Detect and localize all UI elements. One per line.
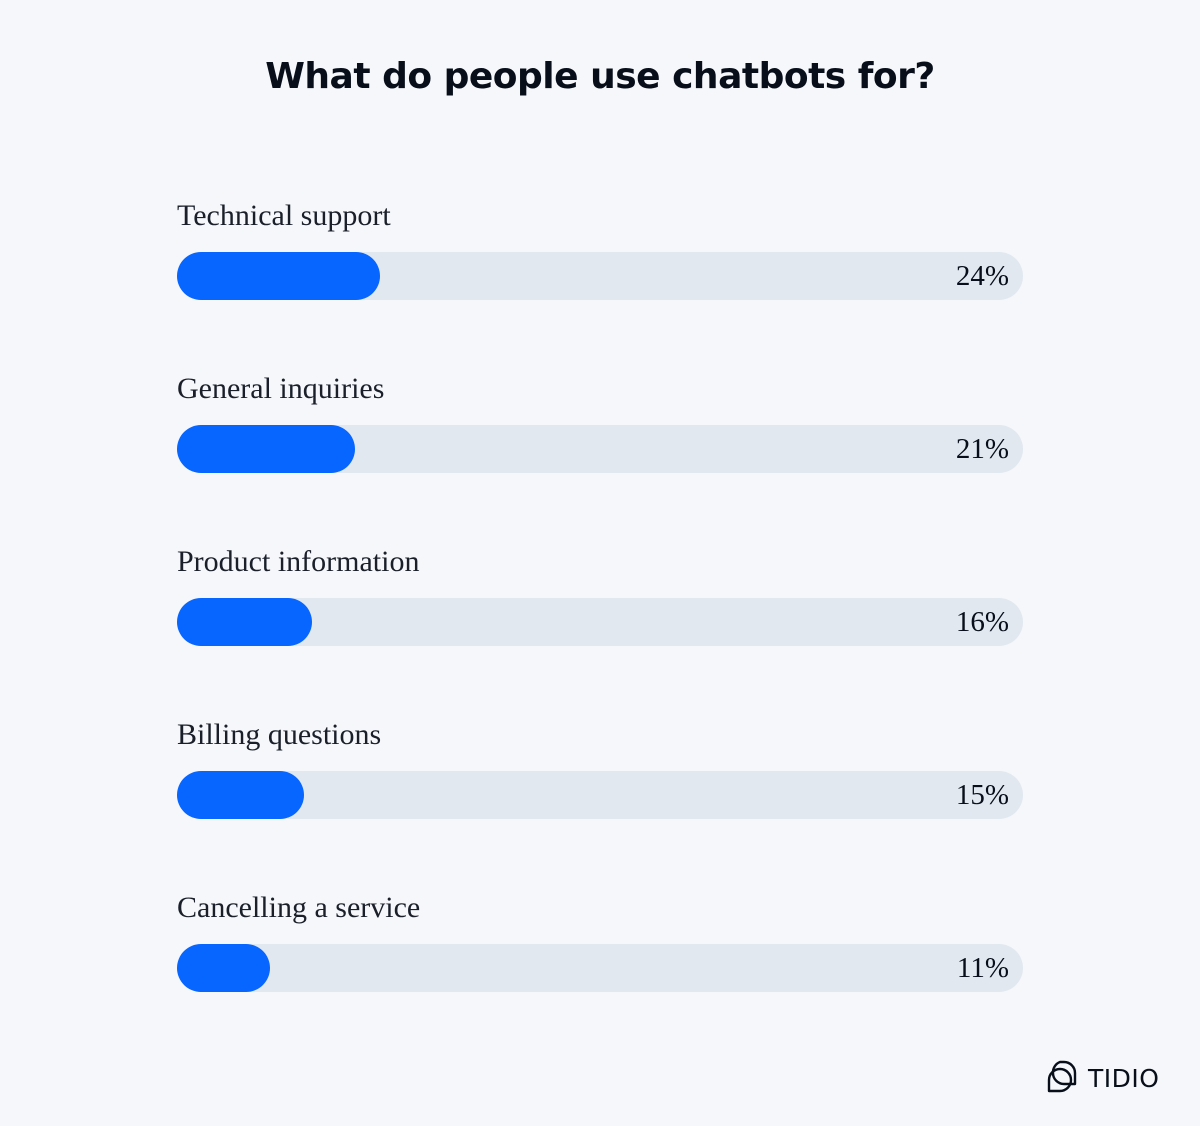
bar-value: 21% <box>955 433 1009 465</box>
bar-fill <box>177 425 355 473</box>
chart-title: What do people use chatbots for? <box>265 56 935 97</box>
bar-value: 11% <box>956 952 1009 984</box>
bar-label: Technical support <box>177 199 391 232</box>
brand-logo: TIDIO <box>1046 1058 1159 1099</box>
brand-name: TIDIO <box>1088 1064 1160 1093</box>
bar-label: Cancelling a service <box>177 891 421 924</box>
bar-track: 11% <box>177 944 1023 992</box>
bar-value: 24% <box>955 260 1009 292</box>
bar-fill <box>177 252 381 300</box>
bar-label: General inquiries <box>177 372 385 405</box>
bar-label: Billing questions <box>177 718 382 751</box>
bar-track: 21% <box>177 425 1023 473</box>
bar-value: 15% <box>955 779 1009 811</box>
tidio-logo-icon <box>1046 1058 1082 1099</box>
bar-row: Technical support 24% <box>177 194 1023 367</box>
bar-track: 16% <box>177 598 1023 646</box>
bar-fill <box>177 944 271 992</box>
bar-fill <box>177 598 313 646</box>
bar-track: 24% <box>177 252 1023 300</box>
bar-chart: Technical support 24% General inquiries … <box>177 194 1023 1059</box>
bar-row: Cancelling a service 11% <box>177 886 1023 1059</box>
bar-row: Product information 16% <box>177 540 1023 713</box>
bar-row: Billing questions 15% <box>177 713 1023 886</box>
bar-label: Product information <box>177 545 420 578</box>
bar-value: 16% <box>955 606 1009 638</box>
bar-row: General inquiries 21% <box>177 367 1023 540</box>
bar-track: 15% <box>177 771 1023 819</box>
bar-fill <box>177 771 304 819</box>
